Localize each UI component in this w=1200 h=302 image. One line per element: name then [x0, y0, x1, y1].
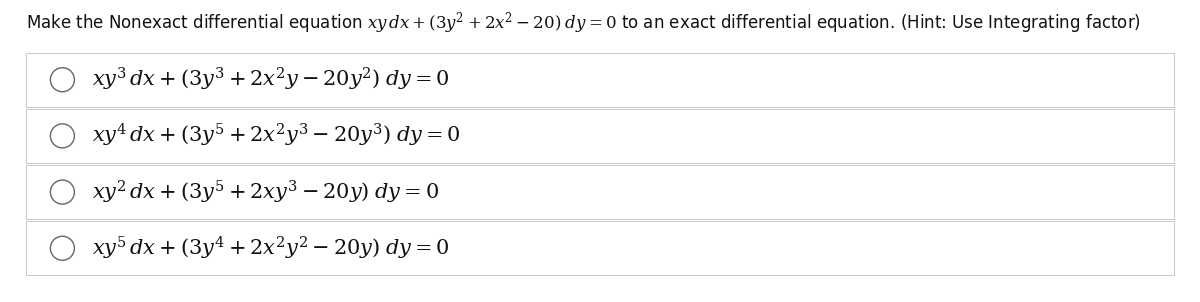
FancyBboxPatch shape [26, 53, 1174, 107]
Ellipse shape [50, 68, 74, 92]
Text: $xy^2\,dx + (3y^5 + 2xy^3 - 20y)\; dy = 0$: $xy^2\,dx + (3y^5 + 2xy^3 - 20y)\; dy = … [92, 178, 439, 206]
FancyBboxPatch shape [26, 109, 1174, 163]
FancyBboxPatch shape [26, 165, 1174, 219]
Text: Make the Nonexact differential equation $xy\,dx + (3y^2 + 2x^2 - 20)\; dy = 0$ t: Make the Nonexact differential equation … [26, 11, 1141, 37]
Text: $xy^3\,dx + (3y^3 + 2x^2y - 20y^2)\; dy = 0$: $xy^3\,dx + (3y^3 + 2x^2y - 20y^2)\; dy … [92, 66, 450, 93]
Text: $xy^5\,dx + (3y^4 + 2x^2y^2 - 20y)\; dy = 0$: $xy^5\,dx + (3y^4 + 2x^2y^2 - 20y)\; dy … [92, 235, 450, 262]
FancyBboxPatch shape [26, 221, 1174, 275]
Ellipse shape [50, 236, 74, 260]
Text: $xy^4\,dx + (3y^5 + 2x^2y^3 - 20y^3)\; dy = 0$: $xy^4\,dx + (3y^5 + 2x^2y^3 - 20y^3)\; d… [92, 122, 461, 149]
Ellipse shape [50, 124, 74, 148]
Ellipse shape [50, 180, 74, 204]
